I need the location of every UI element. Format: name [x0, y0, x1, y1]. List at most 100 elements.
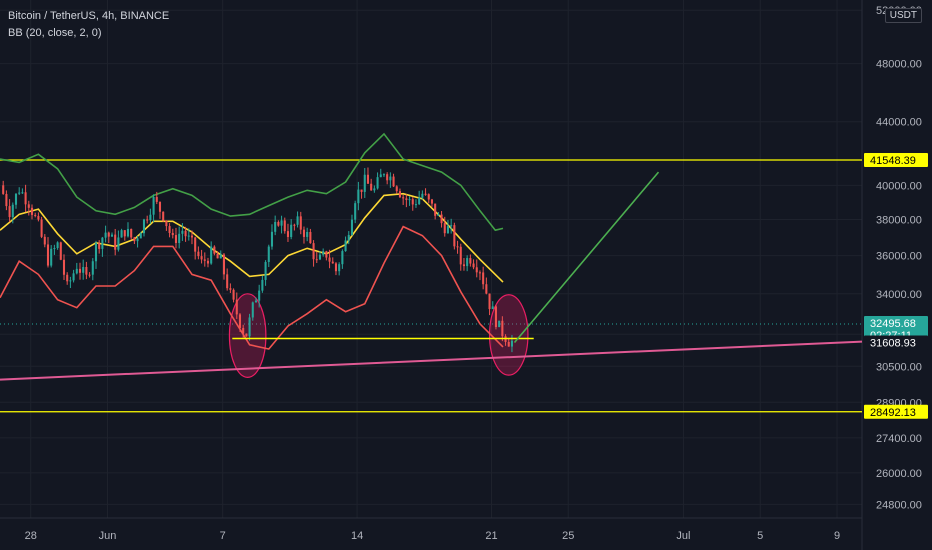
candle-body [437, 214, 440, 216]
candle-body [133, 237, 136, 242]
candle-body [62, 259, 66, 275]
candle-body [162, 211, 165, 221]
candle-body [146, 219, 149, 221]
candle-body [424, 193, 427, 195]
candle-body [347, 234, 350, 241]
y-tick-label: 38000.00 [876, 215, 922, 227]
candle-body [430, 199, 433, 204]
candle-body [402, 197, 405, 199]
candle-body [190, 235, 194, 238]
candle-body [376, 177, 379, 189]
candle-body [165, 220, 168, 227]
candle-body [286, 231, 290, 237]
candle-body [254, 300, 258, 303]
candle-body [24, 192, 27, 205]
candle-body [478, 272, 481, 274]
chart-legend: Bitcoin / TetherUS, 4h, BINANCE BB (20, … [8, 8, 169, 42]
candle-body [418, 197, 421, 205]
x-tick-label: 5 [757, 530, 763, 542]
candle-body [459, 246, 462, 265]
candle-body [197, 251, 200, 257]
candle-body [203, 259, 206, 261]
price-label: 31608.93 [870, 337, 916, 349]
candle-body [5, 193, 8, 207]
candle-body [411, 199, 414, 205]
candle-body [104, 232, 107, 238]
candle-body [8, 206, 11, 218]
candle-body [299, 216, 302, 230]
candle-body [386, 174, 389, 181]
candle-body [152, 197, 155, 215]
bb-basis [0, 192, 504, 283]
candle-body [274, 221, 277, 232]
candle-body [354, 203, 357, 220]
candle-body [232, 289, 235, 300]
candle-body [507, 341, 510, 347]
candle-body [338, 264, 341, 272]
candle-body [258, 290, 261, 301]
candle-body [50, 248, 53, 266]
candle-body [187, 235, 190, 237]
candle-body [136, 238, 139, 242]
y-tick-label: 48000.00 [876, 59, 922, 71]
candle-body [213, 246, 216, 254]
candle-body [440, 214, 443, 224]
candle-body [405, 198, 408, 200]
candle-body [56, 242, 59, 249]
symbol-title[interactable]: Bitcoin / TetherUS, 4h, BINANCE [8, 10, 170, 22]
candle-body [488, 293, 491, 310]
currency-button[interactable]: USDT [884, 8, 922, 23]
candle-body [315, 259, 318, 261]
candle-body [334, 263, 338, 272]
candle-body [210, 246, 213, 264]
candle-body [222, 254, 226, 275]
candle-body [466, 258, 469, 267]
candle-body [280, 220, 283, 226]
candle-body [120, 230, 123, 238]
candle-body [248, 317, 251, 337]
candle-body [94, 242, 98, 262]
y-tick-label: 24800.00 [876, 499, 922, 511]
candle-body [40, 219, 43, 237]
candle-body [14, 193, 18, 205]
candle-body [456, 246, 459, 248]
candle-body [350, 219, 354, 235]
candle-body [149, 214, 152, 221]
candle-body [114, 234, 117, 250]
candle-body [155, 197, 158, 202]
price-label: 28492.13 [870, 407, 916, 419]
y-tick-label: 27400.00 [876, 433, 922, 445]
candle-body [344, 240, 347, 252]
candle-body [174, 235, 178, 243]
candle-body [238, 314, 242, 328]
candle-body [158, 201, 162, 212]
candle-body [82, 267, 85, 273]
y-tick-label: 44000.00 [876, 117, 922, 129]
candle-body [270, 231, 274, 247]
candle-body [261, 279, 264, 291]
candle-body [117, 237, 120, 250]
candle-body [21, 192, 24, 194]
y-tick-label: 34000.00 [876, 289, 922, 301]
candle-body [341, 251, 344, 265]
candle-body [88, 274, 91, 276]
x-tick-label: Jul [676, 530, 690, 542]
candle-body [226, 274, 229, 289]
candle-body [421, 193, 424, 198]
candle-body [389, 176, 392, 181]
candle-body [414, 204, 418, 206]
candle-body [325, 251, 328, 258]
candle-body [498, 320, 501, 328]
x-tick-label: 7 [220, 530, 226, 542]
candle-body [245, 333, 248, 337]
candle-body [302, 229, 306, 237]
bb-upper-band [0, 132, 504, 232]
candle-body [357, 189, 360, 204]
indicator-label[interactable]: BB (20, close, 2, 0) [8, 27, 102, 39]
candle-body [242, 327, 245, 334]
y-tick-label: 36000.00 [876, 251, 922, 263]
candle-body [267, 246, 270, 262]
candle-body [309, 231, 312, 244]
